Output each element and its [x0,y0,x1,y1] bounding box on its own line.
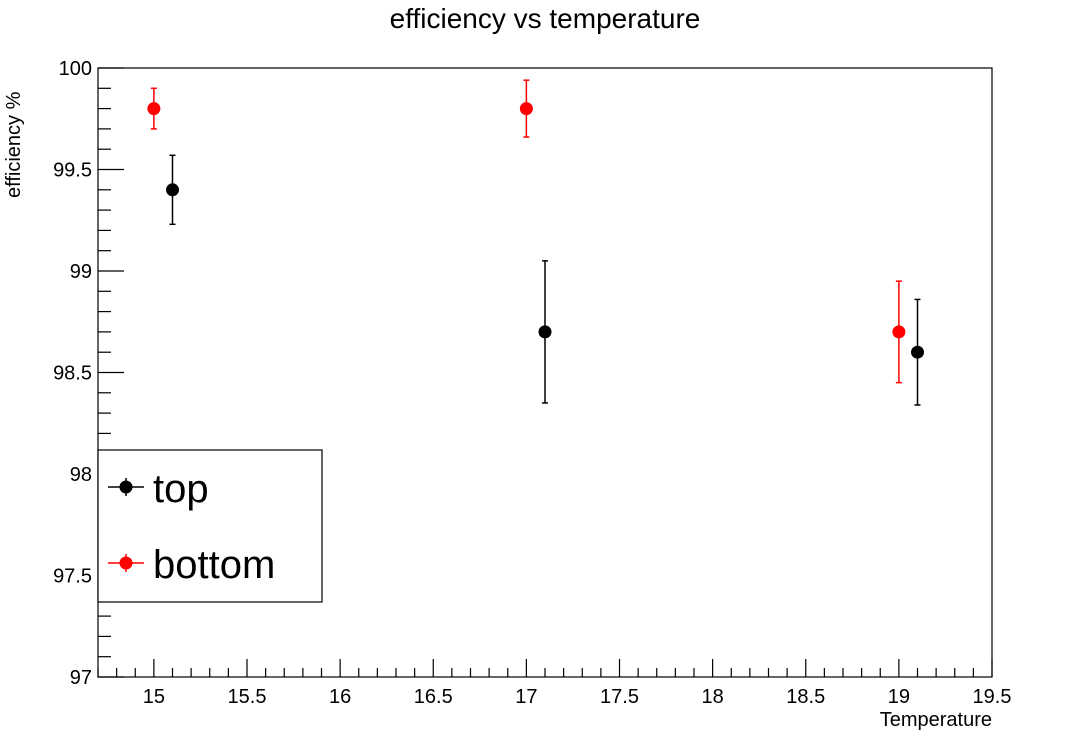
y-axis: 97 97.5 98 98.5 99 99.5 100 [53,58,124,689]
data-point [147,102,161,116]
x-tick-label: 17.5 [600,686,639,708]
legend-marker [119,480,133,494]
legend-marker [119,556,133,570]
x-tick-label: 19 [888,686,910,708]
y-tick-label: 100 [59,58,92,80]
y-tick-label: 98 [70,464,92,486]
legend-box [97,449,323,603]
data-point [911,345,924,359]
x-tick-label: 15.5 [228,686,267,708]
series-top [166,154,924,406]
legend: top bottom [97,449,323,603]
y-tick-label: 99 [70,261,92,283]
chart-title: efficiency vs temperature [390,3,701,34]
y-tick-label: 99.5 [53,160,92,182]
data-point [519,102,533,116]
legend-item-bottom: bottom [108,543,275,587]
data-point [166,183,179,197]
legend-item-top: top [108,467,209,511]
x-tick-label: 18.5 [786,686,825,708]
data-point [892,325,906,339]
x-tick-label: 16.5 [414,686,453,708]
x-axis-title: Temperature [880,709,992,731]
legend-label: bottom [153,543,275,587]
x-tick-label: 19.5 [973,686,1012,708]
y-axis-title: efficiency % [3,91,25,198]
y-tick-label: 98.5 [53,363,92,385]
x-axis: 15 15.5 16 16.5 17 17.5 18 18.5 19 19.5 [97,659,1012,708]
y-tick-label: 97.5 [53,566,92,588]
x-tick-label: 16 [329,686,351,708]
y-tick-label: 97 [70,667,92,689]
x-tick-label: 17 [515,686,537,708]
data-series [147,79,924,406]
legend-label: top [153,467,209,511]
series-bottom [147,79,906,384]
x-tick-label: 15 [143,686,165,708]
x-tick-label: 18 [702,686,724,708]
data-point [538,325,552,339]
